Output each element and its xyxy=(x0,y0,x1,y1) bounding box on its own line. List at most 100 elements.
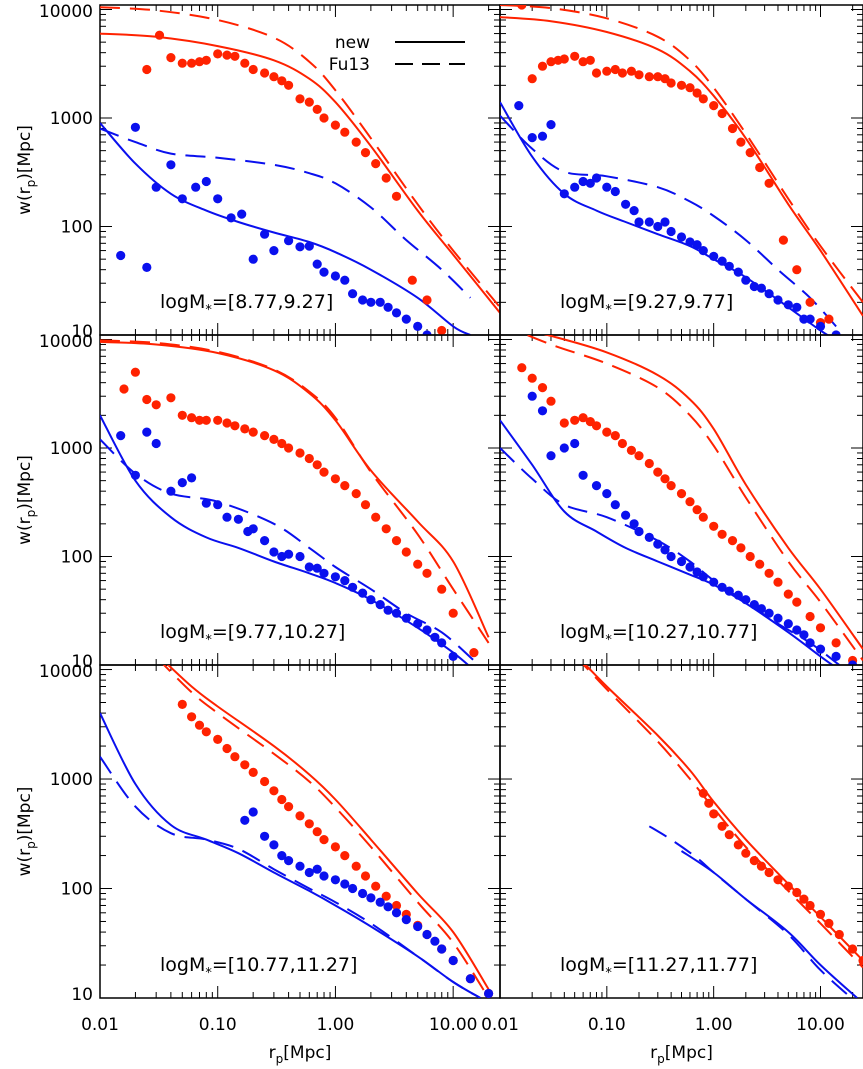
red-data-point xyxy=(546,57,556,67)
panel-label-range: =[11.27,11.77] xyxy=(612,954,758,976)
red-points xyxy=(517,363,858,665)
blue-data-point xyxy=(692,567,702,577)
blue-data-point xyxy=(116,431,126,441)
red-data-point xyxy=(709,809,719,819)
red-data-point xyxy=(792,597,802,607)
red-data-point xyxy=(698,512,708,522)
red-solid-line xyxy=(100,32,500,314)
red-data-point xyxy=(391,191,402,201)
red-data-point xyxy=(610,64,620,75)
blue-data-point xyxy=(764,289,774,299)
red-dashed-line xyxy=(100,339,490,644)
blue-data-point xyxy=(319,871,329,881)
panel-label-sub: * xyxy=(205,966,212,981)
red-data-point xyxy=(745,148,755,158)
blue-data-point xyxy=(448,651,458,662)
red-data-point xyxy=(717,529,727,539)
ticks xyxy=(499,5,863,336)
red-data-point xyxy=(304,97,314,107)
red-data-point xyxy=(269,434,279,444)
red-data-point xyxy=(736,543,746,553)
y-tick-label: 10 xyxy=(71,985,93,1005)
blue-data-point xyxy=(366,297,376,307)
red-data-point xyxy=(304,453,314,464)
blue-data-point xyxy=(166,486,176,496)
panel-label: logM*=[9.77,10.27] xyxy=(160,621,345,648)
red-data-point xyxy=(201,727,211,737)
series-group xyxy=(582,665,863,998)
blue-data-point xyxy=(644,532,654,543)
red-points xyxy=(517,5,834,328)
blue-data-point xyxy=(570,438,580,449)
red-data-point xyxy=(213,49,223,59)
red-data-point xyxy=(319,835,329,845)
blue-data-point xyxy=(375,897,385,907)
blue-data-point xyxy=(358,888,368,899)
red-data-point xyxy=(756,861,767,871)
panel-label-prefix: logM xyxy=(560,954,605,976)
red-data-point xyxy=(201,415,211,425)
red-data-point xyxy=(578,413,588,423)
blue-data-point xyxy=(585,178,595,188)
x-axis-title-main: r xyxy=(269,1043,276,1063)
blue-data-point xyxy=(698,246,708,256)
panel-3: logM*=[9.77,10.27] xyxy=(99,334,501,666)
red-data-point xyxy=(371,881,381,891)
red-data-point xyxy=(733,840,743,850)
panel-label-prefix: logM xyxy=(160,621,205,643)
panel-4: logM*=[10.27,10.77] xyxy=(499,334,863,666)
y-axis-title: w(rp)[Mpc] xyxy=(15,787,38,877)
blue-data-point xyxy=(484,988,494,998)
red-data-point xyxy=(277,76,287,86)
red-solid-line xyxy=(500,16,863,317)
red-data-point xyxy=(617,438,628,449)
blue-data-point xyxy=(260,536,270,546)
blue-data-point xyxy=(348,883,358,894)
red-data-point xyxy=(295,94,305,104)
y-tick-label: 1000 xyxy=(50,770,93,790)
blue-data-point xyxy=(709,577,719,587)
series-group xyxy=(100,339,490,665)
blue-data-point xyxy=(142,427,152,437)
red-data-point xyxy=(698,94,708,104)
blue-data-point xyxy=(527,391,537,401)
x-axis-title-main: r xyxy=(650,1043,657,1063)
red-data-point xyxy=(448,608,458,618)
legend-label-new: new xyxy=(335,33,370,53)
blue-data-point xyxy=(660,217,670,227)
y-tick-label: 1000 xyxy=(50,439,93,459)
blue-data-point xyxy=(805,314,815,324)
x-axis-title-rest: [Mpc] xyxy=(283,1043,331,1063)
blue-data-point xyxy=(269,840,279,850)
series-group xyxy=(500,5,863,335)
red-data-point xyxy=(277,794,287,805)
blue-data-point xyxy=(358,295,368,305)
blue-data-point xyxy=(717,582,727,592)
red-data-point xyxy=(824,314,834,324)
red-data-point xyxy=(773,577,783,587)
red-data-point xyxy=(805,297,815,307)
red-data-point xyxy=(792,887,802,898)
blue-data-point xyxy=(295,551,305,562)
blue-data-point xyxy=(578,470,588,480)
red-data-point xyxy=(666,481,676,491)
blue-points xyxy=(514,101,841,335)
blue-data-point xyxy=(792,302,802,312)
y-axis-title-post: )[Mpc] xyxy=(15,455,35,510)
blue-data-point xyxy=(213,500,223,510)
axis-labels: 10100100010000w(rp)[Mpc]10100100010000w(… xyxy=(15,2,845,1066)
blue-data-point xyxy=(559,189,569,199)
red-data-point xyxy=(617,68,628,78)
blue-data-point xyxy=(666,551,676,562)
red-data-point xyxy=(685,83,695,93)
red-data-point xyxy=(351,137,361,147)
panel-frame xyxy=(99,4,501,336)
y-axis-title-pre: w(r xyxy=(15,517,35,545)
red-data-point xyxy=(745,551,755,562)
blue-data-point xyxy=(773,613,783,623)
blue-data-point xyxy=(304,241,314,251)
panel-label-prefix: logM xyxy=(560,621,605,643)
red-data-point xyxy=(692,88,702,98)
red-data-point xyxy=(824,918,834,929)
red-data-point xyxy=(166,53,176,63)
